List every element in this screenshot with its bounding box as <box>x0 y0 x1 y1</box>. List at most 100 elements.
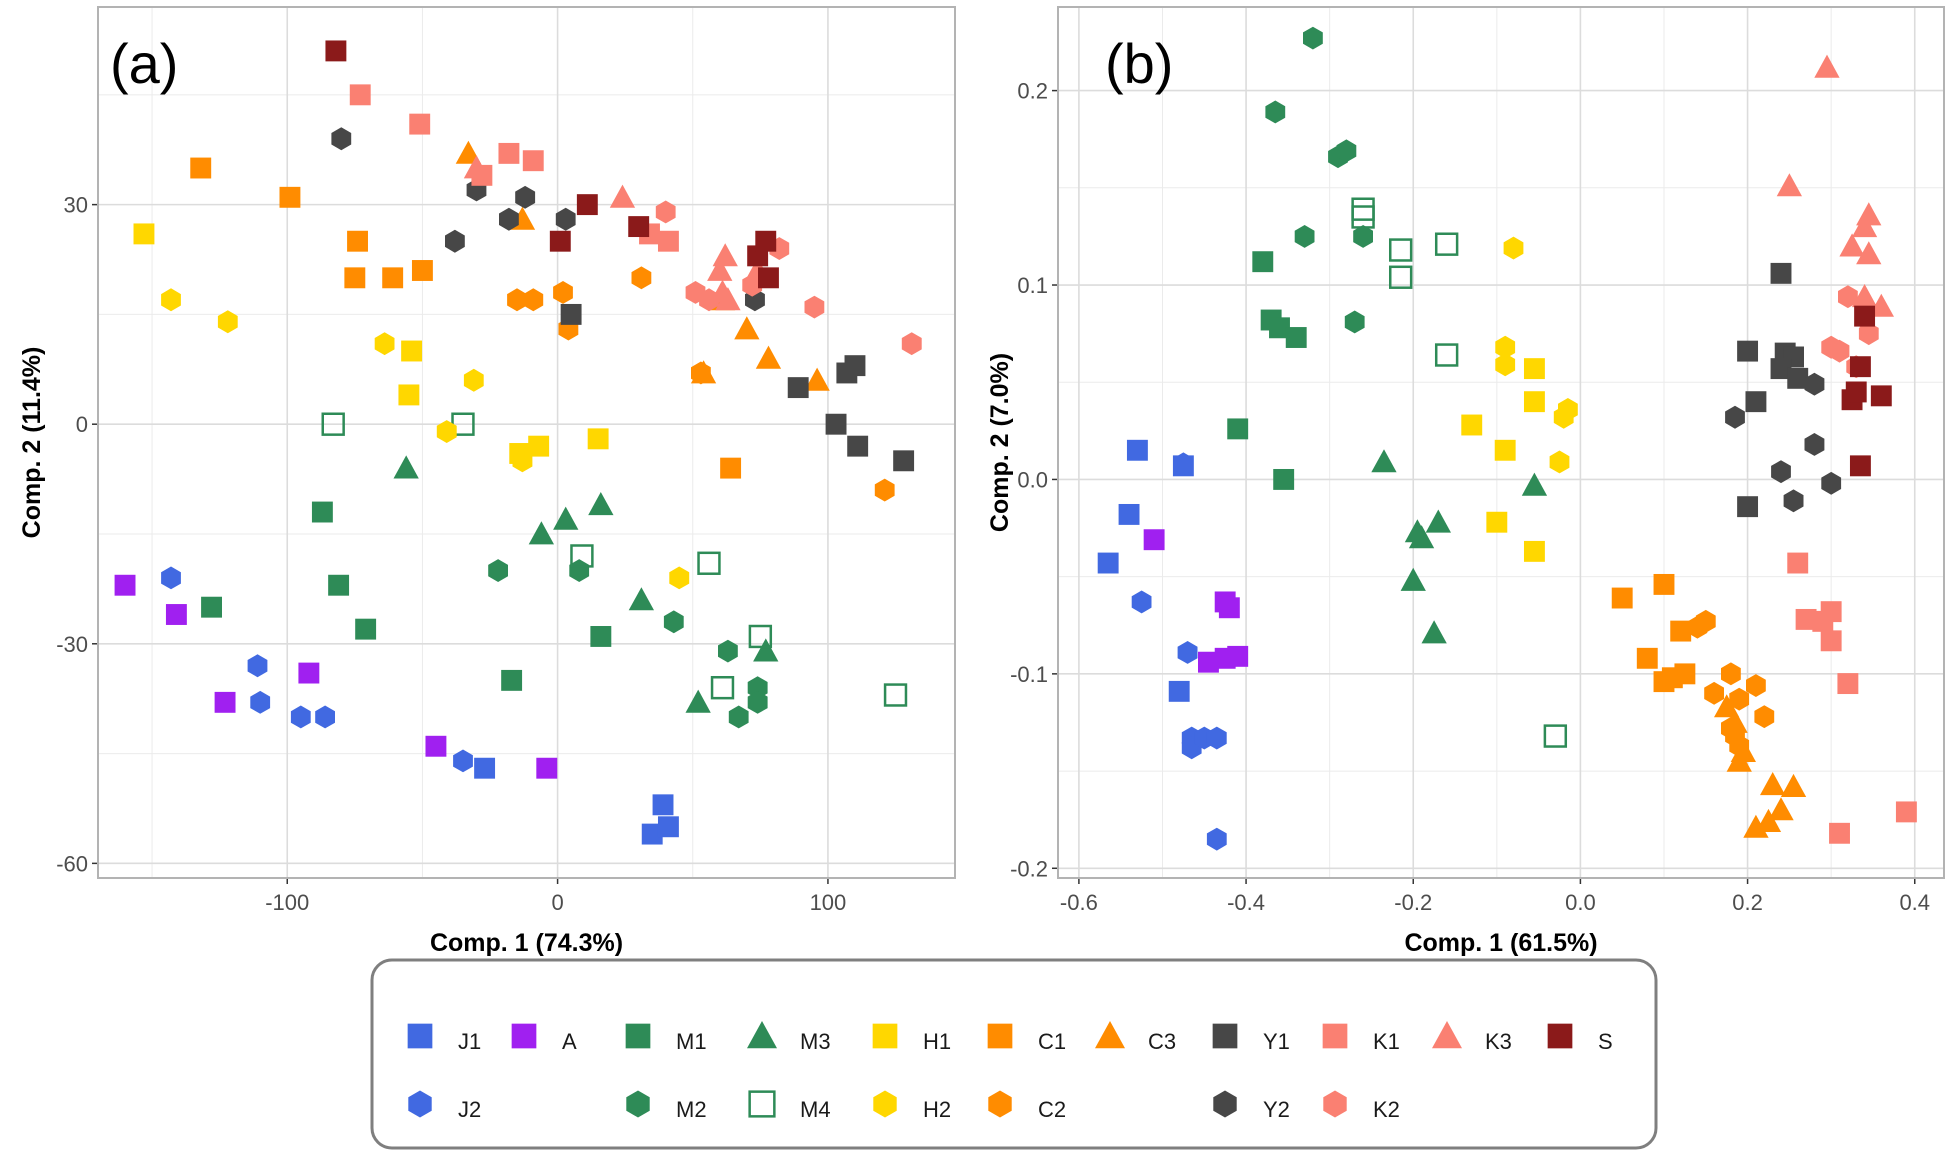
point-M4 <box>1351 205 1375 229</box>
point-Y1 <box>844 355 866 377</box>
point-J2 <box>250 690 271 714</box>
x-tick-label: 0.0 <box>1565 890 1596 915</box>
point-M2 <box>728 705 749 729</box>
point-M1 <box>1273 468 1295 490</box>
legend-box <box>370 958 1658 1150</box>
point-C3 <box>690 360 717 384</box>
point-S <box>1854 305 1876 327</box>
point-J2 <box>1206 726 1227 750</box>
point-C1 <box>279 186 301 208</box>
legend-key-Y1 <box>1212 1023 1238 1049</box>
series-K3 <box>1776 54 1894 317</box>
point-A <box>536 757 558 779</box>
point-Y2 <box>1804 372 1825 396</box>
x-axis-title: Comp. 1 (74.3%) <box>430 929 623 957</box>
legend-key-J1 <box>407 1023 433 1049</box>
point-M2 <box>663 610 684 634</box>
legend-label: M2 <box>676 1097 707 1122</box>
point-S <box>1845 381 1867 403</box>
point-C1 <box>1670 620 1692 642</box>
x-tick-label: -0.4 <box>1227 890 1265 915</box>
legend-item-C2: C2 <box>988 1090 1066 1122</box>
point-M1 <box>1269 317 1290 339</box>
x-axis-title: Comp. 1 (61.5%) <box>1404 929 1597 957</box>
point-Y1 <box>1745 391 1767 413</box>
point-M2 <box>747 690 768 714</box>
point-K3 <box>707 257 733 281</box>
series-A <box>1143 529 1249 673</box>
point-M4 <box>1388 265 1413 289</box>
legend-label: K1 <box>1373 1029 1400 1054</box>
point-K1 <box>498 142 520 164</box>
point-C2 <box>631 266 652 290</box>
point-H2 <box>1549 450 1570 474</box>
point-M2 <box>1344 310 1365 334</box>
point-K3 <box>1851 284 1878 308</box>
series-M1 <box>201 501 612 691</box>
legend-key-M3 <box>747 1021 777 1049</box>
legend-label: S <box>1598 1029 1613 1054</box>
point-A <box>214 691 236 713</box>
legend-item-K3: K3 <box>1432 1021 1512 1054</box>
legend-label: Y1 <box>1263 1029 1290 1054</box>
legend-key-H1 <box>872 1023 898 1049</box>
point-K1 <box>657 230 679 252</box>
point-C2 <box>1721 662 1741 686</box>
point-J1 <box>1118 503 1140 525</box>
series-M4 <box>1351 197 1568 748</box>
point-C1 <box>1653 573 1675 595</box>
x-tick-label: -0.6 <box>1060 890 1098 915</box>
legend-item-M3: M3 <box>747 1021 831 1054</box>
legend-key-A <box>511 1023 537 1049</box>
point-M2 <box>1265 100 1286 124</box>
point-M3 <box>1400 567 1426 591</box>
point-C1 <box>190 157 212 179</box>
legend-item-C1: C1 <box>987 1023 1066 1054</box>
point-Y2 <box>515 185 536 209</box>
point-S <box>628 216 650 238</box>
point-K3 <box>1839 233 1865 257</box>
point-C3 <box>455 140 481 164</box>
point-H1 <box>398 384 420 406</box>
point-C3 <box>1726 748 1752 772</box>
panel-border <box>97 6 956 879</box>
point-M2 <box>1336 139 1357 163</box>
point-H1 <box>1461 414 1483 436</box>
legend-item-C3: C3 <box>1095 1021 1176 1054</box>
point-S <box>325 40 347 62</box>
legend-label: J2 <box>458 1097 481 1122</box>
point-Y1 <box>1770 358 1792 380</box>
point-K2 <box>699 288 719 312</box>
point-C2 <box>507 288 527 312</box>
point-C2 <box>1687 615 1708 639</box>
point-C3 <box>1760 772 1786 796</box>
legend-label: J1 <box>458 1029 481 1054</box>
legend-item-Y1: Y1 <box>1212 1023 1290 1054</box>
legend-item-H1: H1 <box>872 1023 951 1054</box>
point-A <box>1218 597 1240 619</box>
legend-label: C3 <box>1148 1029 1176 1054</box>
plot-area <box>98 7 955 878</box>
point-Y1 <box>847 435 869 457</box>
legend-key-C3 <box>1095 1021 1125 1049</box>
x-tick-label: 100 <box>810 890 847 915</box>
y-axis-title: Comp. 2 (7.0%) <box>986 353 1014 532</box>
series-M2 <box>488 559 768 729</box>
point-C1 <box>382 267 404 289</box>
point-Y2 <box>331 127 352 151</box>
point-Y1 <box>787 377 809 399</box>
point-S <box>758 267 779 289</box>
point-M4 <box>697 551 721 575</box>
point-M1 <box>590 626 612 647</box>
point-Y2 <box>1821 471 1842 495</box>
point-Y1 <box>1787 367 1809 389</box>
point-K1 <box>1837 673 1859 695</box>
series-M3 <box>1371 449 1548 644</box>
point-C3 <box>755 345 782 369</box>
point-M3 <box>628 587 654 611</box>
point-M1 <box>311 501 333 523</box>
legend-label: Y2 <box>1263 1097 1290 1122</box>
point-K3 <box>1814 54 1840 78</box>
point-J1 <box>474 757 496 779</box>
